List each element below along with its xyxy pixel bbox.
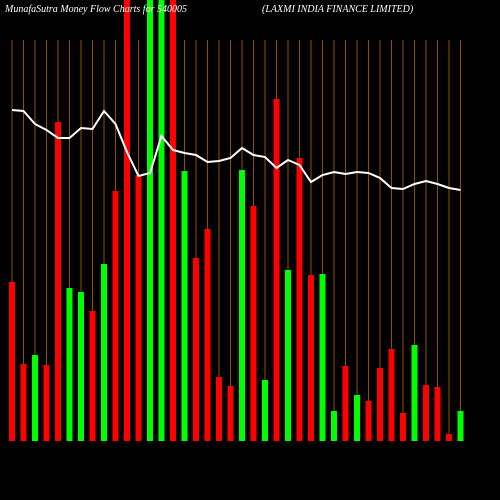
bar bbox=[365, 401, 372, 441]
bar bbox=[112, 191, 119, 441]
chart-subtitle: (LAXMI INDIA FINANCE LIMITED) bbox=[262, 4, 414, 15]
bar bbox=[296, 158, 303, 441]
plot bbox=[9, 0, 464, 441]
money-flow-line bbox=[11, 109, 461, 191]
bar bbox=[32, 355, 38, 441]
bar bbox=[342, 366, 349, 441]
bar bbox=[354, 395, 360, 441]
bar bbox=[285, 270, 291, 441]
bar bbox=[262, 380, 268, 441]
bar bbox=[216, 377, 222, 441]
bar bbox=[158, 0, 165, 441]
bar bbox=[89, 311, 96, 441]
bar bbox=[124, 0, 130, 441]
bar bbox=[377, 368, 383, 441]
bar bbox=[434, 387, 441, 441]
bar bbox=[446, 434, 452, 441]
bar bbox=[43, 365, 50, 441]
bar bbox=[319, 274, 326, 441]
bar bbox=[66, 288, 73, 441]
bar bbox=[204, 229, 211, 441]
bar bbox=[400, 413, 406, 441]
bar bbox=[308, 275, 314, 441]
bar bbox=[170, 0, 176, 441]
chart-title: MunafaSutra Money Flow Charts for 540005 bbox=[4, 4, 187, 15]
bar bbox=[388, 349, 395, 441]
bar bbox=[411, 345, 418, 441]
bar bbox=[20, 364, 27, 441]
bar bbox=[423, 385, 429, 441]
bar bbox=[250, 206, 257, 441]
bar bbox=[331, 411, 337, 441]
bar bbox=[193, 258, 199, 441]
bar bbox=[55, 122, 61, 441]
bar bbox=[101, 264, 107, 441]
bar bbox=[181, 171, 188, 441]
bar bbox=[9, 282, 15, 441]
bar bbox=[457, 411, 464, 441]
bar bbox=[135, 175, 142, 441]
bar bbox=[147, 0, 153, 441]
bar bbox=[78, 292, 84, 441]
bar bbox=[239, 170, 245, 441]
bar bbox=[227, 386, 234, 441]
bar bbox=[273, 99, 280, 441]
